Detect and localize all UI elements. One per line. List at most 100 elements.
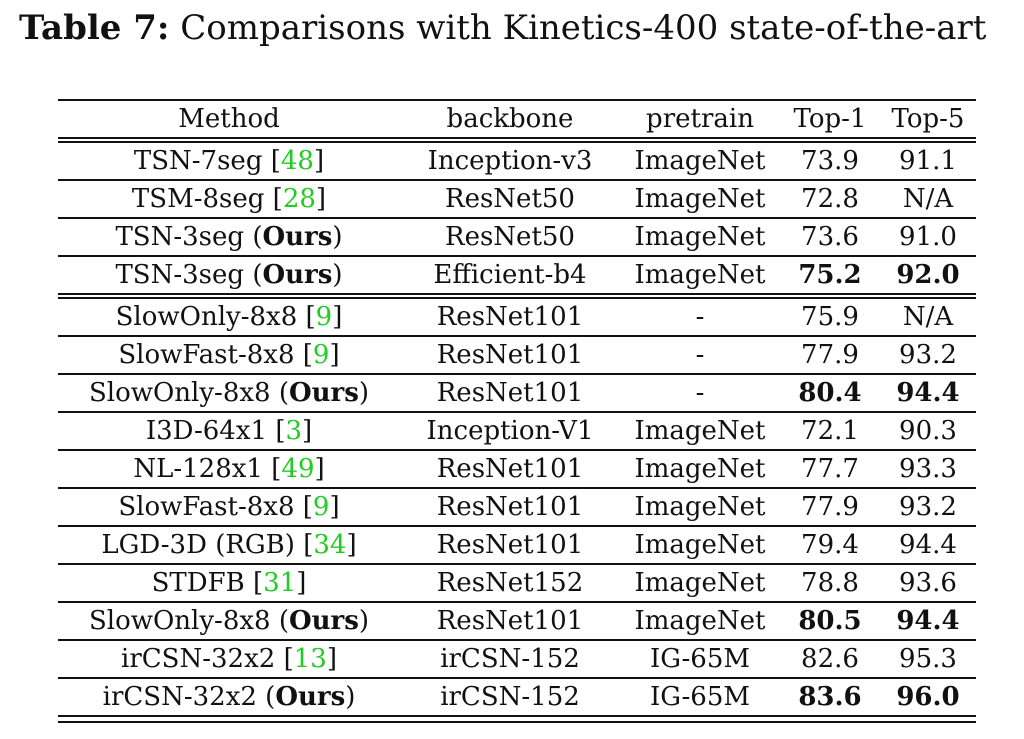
header-method: Method	[178, 104, 280, 134]
bottom-rule-2	[58, 721, 976, 723]
cite-close: ]	[313, 146, 325, 176]
pretrain-cell: ImageNet	[620, 563, 780, 602]
pretrain-cell: ImageNet	[620, 137, 780, 180]
cite-close: ]	[329, 340, 340, 370]
method-cell: TSN-7seg [48]	[58, 137, 400, 180]
top1-cell: 75.2	[780, 255, 880, 296]
pretrain-cell: ImageNet	[620, 525, 780, 564]
header-row: Method backbone pretrain Top-1 Top-5	[58, 101, 976, 140]
header-pretrain: pretrain	[646, 104, 754, 134]
pretrain-cell: ImageNet	[620, 411, 780, 450]
citation: 13	[293, 644, 327, 674]
top1-cell: 77.7	[780, 449, 880, 488]
top1-cell: 78.8	[780, 563, 880, 602]
citation: 49	[281, 454, 315, 484]
top1-cell: 80.5	[780, 601, 880, 640]
backbone-cell: ResNet101	[400, 335, 620, 374]
header-top1: Top-1	[793, 104, 867, 134]
citation: 48	[280, 146, 314, 176]
citation: 34	[313, 530, 347, 560]
results-table-container: Method backbone pretrain Top-1 Top-5 TSN…	[58, 99, 976, 723]
method-cell: LGD-3D (RGB) [34]	[58, 525, 400, 564]
ours-label: Ours	[275, 682, 346, 712]
method-cell: STDFB [31]	[58, 563, 400, 602]
table-caption: Table 7: Comparisons with Kinetics-400 s…	[19, 8, 1019, 48]
caption-text: Comparisons with Kinetics-400 state-of-t…	[169, 8, 987, 48]
backbone-cell: ResNet101	[400, 449, 620, 488]
top1-cell: 82.6	[780, 639, 880, 678]
cite-open: [	[272, 184, 283, 214]
method-cell: SlowOnly-8x8 [9]	[58, 293, 400, 336]
top1-cell: 72.8	[780, 179, 880, 218]
top5-cell: 93.2	[880, 335, 976, 374]
cite-close: ]	[296, 568, 307, 598]
backbone-cell: ResNet101	[400, 373, 620, 412]
ours-label: Ours	[262, 222, 333, 252]
method-name: I3D-64x1	[145, 416, 276, 446]
top1-cell: 83.6	[780, 677, 880, 715]
citation: 28	[282, 184, 316, 214]
cite-close: ]	[314, 454, 325, 484]
ours-close: )	[332, 260, 343, 290]
method-name: irCSN-32x2	[121, 644, 284, 674]
ours-label: Ours	[262, 260, 333, 290]
ours-open: (	[278, 378, 289, 408]
backbone-cell: ResNet101	[400, 525, 620, 564]
pretrain-cell: IG-65M	[620, 639, 780, 678]
method-name: irCSN-32x2	[102, 682, 266, 712]
method-name: TSN-3seg	[115, 222, 253, 252]
top1-cell: 80.4	[780, 373, 880, 412]
citation: 31	[263, 568, 297, 598]
pretrain-cell: ImageNet	[620, 449, 780, 488]
cite-open: [	[305, 302, 316, 332]
backbone-cell: irCSN-152	[400, 639, 620, 678]
backbone-cell: ResNet50	[400, 217, 620, 256]
cite-open: [	[303, 530, 314, 560]
backbone-cell: ResNet152	[400, 563, 620, 602]
ours-open: (	[252, 260, 263, 290]
cite-open: [	[302, 492, 313, 522]
method-cell: NL-128x1 [49]	[58, 449, 400, 488]
citation: 9	[312, 492, 330, 522]
citation: 3	[285, 416, 303, 446]
method-cell: irCSN-32x2 (Ours)	[58, 677, 400, 715]
cite-open: [	[283, 644, 294, 674]
cite-open: [	[270, 146, 281, 176]
table-body: TSN-7seg [48] Inception-v3 ImageNet 73.9 91.…	[58, 137, 976, 715]
top5-cell: 94.4	[880, 373, 976, 412]
top1-cell: 73.6	[780, 217, 880, 256]
table-row: TSN-3seg (Ours) Efficient-b4 ImageNet 75.2 9…	[58, 255, 976, 296]
table-row: I3D-64x1 [3] Inception-V1 ImageNet 72.1 90.3	[58, 411, 976, 450]
table-row: NL-128x1 [49] ResNet101 ImageNet 77.7 93.3	[58, 449, 976, 488]
top1-cell: 79.4	[780, 525, 880, 564]
method-cell: irCSN-32x2 [13]	[58, 639, 400, 678]
method-name: LGD-3D (RGB)	[101, 530, 304, 560]
method-cell: TSN-3seg (Ours)	[58, 255, 400, 296]
pretrain-cell: IG-65M	[620, 677, 780, 715]
method-name: SlowOnly-8x8	[88, 606, 279, 636]
top5-cell: 94.4	[880, 525, 976, 564]
top1-cell: 73.9	[780, 137, 880, 180]
top5-cell: 91.1	[880, 137, 976, 180]
backbone-cell: ResNet101	[400, 487, 620, 526]
header-top5: Top-5	[891, 104, 965, 134]
backbone-cell: ResNet50	[400, 179, 620, 218]
method-cell: SlowOnly-8x8 (Ours)	[58, 373, 400, 412]
table-row: irCSN-32x2 (Ours) irCSN-152 IG-65M 83.6 96.0	[58, 677, 976, 715]
pretrain-cell: -	[620, 373, 780, 412]
cite-open: [	[271, 454, 282, 484]
pretrain-cell: ImageNet	[620, 179, 780, 218]
cite-close: ]	[346, 530, 357, 560]
top5-cell: N/A	[880, 293, 976, 336]
citation: 9	[312, 340, 330, 370]
top5-cell: N/A	[880, 179, 976, 218]
caption-label: Table 7:	[19, 8, 170, 48]
top5-cell: 91.0	[880, 217, 976, 256]
top1-cell: 75.9	[780, 293, 880, 336]
method-cell: TSM-8seg [28]	[58, 179, 400, 218]
method-name: SlowFast-8x8	[118, 340, 303, 370]
method-cell: SlowOnly-8x8 (Ours)	[58, 601, 400, 640]
method-cell: I3D-64x1 [3]	[58, 411, 400, 450]
top5-cell: 90.3	[880, 411, 976, 450]
cite-open: [	[253, 568, 264, 598]
